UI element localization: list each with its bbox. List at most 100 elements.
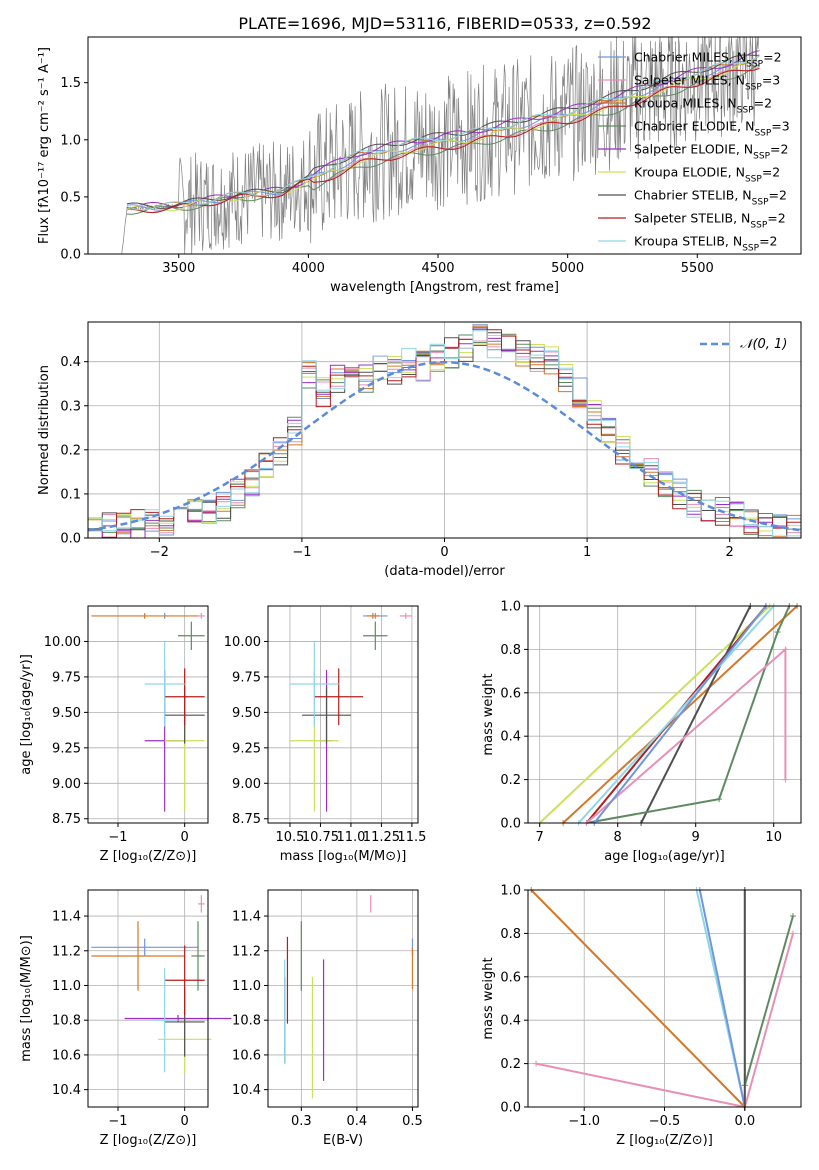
- y-tick-label: 8.75: [232, 812, 261, 827]
- y-tick-label: 11.2: [232, 944, 261, 959]
- x-tick-label: 0: [181, 830, 189, 845]
- figure-title: PLATE=1696, MJD=53116, FIBERID=0533, z=0…: [238, 14, 651, 33]
- legend-subscript: SSP: [746, 60, 763, 70]
- y-tick-label: 11.0: [232, 979, 261, 994]
- x-tick-label: −2: [150, 545, 169, 560]
- legend-suffix: =2: [762, 165, 780, 180]
- y-tick-label: 10.8: [52, 1014, 81, 1029]
- hist-kroupa_stelib: [88, 330, 801, 539]
- legend-subscript: SSP: [745, 175, 762, 185]
- y-tick-label: 0.2: [500, 773, 521, 788]
- legend-label-salpeter_stelib: Salpeter STELIB, NSSP=2: [634, 211, 786, 231]
- axes-frame: [87, 36, 802, 255]
- legend-subscript: SSP: [745, 83, 762, 93]
- x-axis-label: Z [log₁₀(Z/Z⊙)]: [100, 849, 197, 864]
- legend-suffix: =2: [754, 96, 772, 111]
- y-tick-label: 0.6: [500, 686, 521, 701]
- x-tick-label: 2: [726, 545, 734, 560]
- legend-suffix: =2: [759, 234, 777, 249]
- legend-subscript: SSP: [752, 198, 769, 208]
- y-tick-label: 10.00: [224, 635, 261, 650]
- x-tick-label: 0: [440, 545, 448, 560]
- x-tick-label: 0.4: [347, 1114, 368, 1129]
- x-tick-label: 1: [583, 545, 591, 560]
- legend-label-chabrier_elodie: Chabrier ELODIE, NSSP=3: [634, 119, 790, 139]
- legend-label-chabrier_stelib: Chabrier STELIB, NSSP=2: [634, 188, 787, 208]
- y-tick-label: 10.00: [44, 635, 81, 650]
- legend-subscript: SSP: [737, 106, 754, 116]
- axes-frame: [267, 889, 419, 1108]
- weight-line-kroupa_stelib: [577, 605, 775, 824]
- x-tick-label: 5000: [551, 261, 584, 276]
- gaussian-curve: [87, 360, 802, 532]
- weight-line-chabrier_miles: [593, 605, 767, 824]
- legend-subscript: SSP: [754, 129, 771, 139]
- x-tick-label: 4500: [421, 261, 454, 276]
- panel-mass_vs_Z: −1 0 10.4 10.6 10.8 11.0 11.2 11.4 Z [log₁₀(Z/Z⊙…: [19, 889, 232, 1148]
- y-tick-label: 9.75: [52, 670, 81, 685]
- y-tick-label: 0.8: [500, 927, 521, 942]
- legend-subscript: SSP: [753, 152, 770, 162]
- panel-weight_vs_Z: −1.0 −0.5 0.0 0.0 0.2 0.4 0.6 0.8 1.0 Z [log₁₀(Z/…: [481, 884, 802, 1148]
- panel-age_vs_Z: −1 0 8.75 9.00 9.25 9.50 9.75 10.00 Z [log₁₀(Z/Z…: [19, 605, 209, 864]
- weight-line-chabrier_stelib: [640, 605, 752, 824]
- y-tick-label: 0.3: [60, 399, 81, 414]
- legend-label-kroupa_stelib: Kroupa STELIB, NSSP=2: [634, 234, 778, 254]
- x-tick-label: −1.0: [568, 1114, 600, 1129]
- y-tick-label: 1.0: [60, 133, 81, 148]
- x-tick-label: 0.0: [734, 1114, 755, 1129]
- x-tick-label: −0.5: [649, 1114, 681, 1129]
- y-tick-label: 11.4: [52, 910, 81, 925]
- y-tick-label: 0.2: [60, 443, 81, 458]
- legend-subscript: SSP: [742, 244, 759, 254]
- legend-label-salpeter_elodie: Salpeter ELODIE, NSSP=2: [634, 142, 788, 162]
- legend-suffix: =3: [762, 73, 780, 88]
- y-tick-label: 9.00: [52, 777, 81, 792]
- x-tick-label: 7: [536, 830, 544, 845]
- y-tick-label: 9.50: [232, 706, 261, 721]
- y-tick-label: 10.6: [232, 1048, 261, 1063]
- x-axis-label: mass [log₁₀(M/M⊙)]: [280, 849, 407, 864]
- y-tick-label: 0.4: [500, 730, 521, 745]
- x-axis-label: age [log₁₀(age/yr)]: [604, 849, 725, 864]
- y-axis-label: Flux [fλ10⁻¹⁷ erg cm⁻² s⁻¹ A⁻¹]: [37, 47, 52, 244]
- y-tick-label: 0.0: [60, 248, 81, 263]
- x-tick-label: 0.5: [402, 1114, 423, 1129]
- y-tick-label: 0.2: [500, 1057, 521, 1072]
- y-tick-label: 0.4: [60, 355, 81, 370]
- panel-residuals: −2 −1 0 1 2 0.0 0.1 0.2 0.3 0.4 (data-model)/error…: [37, 321, 802, 579]
- plots: 3500 4000 4500 5000 5500 0.0 0.5 1.0 1.5 waveleng…: [19, 36, 802, 1148]
- model-line-salpeter_stelib: [126, 67, 760, 214]
- y-tick-label: 0.1: [60, 487, 81, 502]
- y-axis-label: age [log₁₀(age/yr)]: [19, 654, 34, 775]
- y-tick-label: 10.4: [52, 1083, 81, 1098]
- panel-weight_vs_age: 7 8 9 10 0.0 0.2 0.4 0.6 0.8 1.0 age [log₁₀(age/yr…: [481, 600, 802, 864]
- panel-spectrum: 3500 4000 4500 5000 5500 0.0 0.5 1.0 1.5 waveleng…: [37, 36, 802, 295]
- y-tick-label: 10.8: [232, 1014, 261, 1029]
- y-tick-label: 9.50: [52, 706, 81, 721]
- y-tick-label: 9.25: [52, 741, 81, 756]
- x-tick-label: 10: [765, 830, 782, 845]
- legend-suffix: =2: [770, 142, 788, 157]
- legend-label-kroupa_elodie: Kroupa ELODIE, NSSP=2: [634, 165, 780, 185]
- axes-frame: [87, 889, 209, 1108]
- weight-line-kroupa_miles: [530, 889, 746, 1108]
- y-tick-label: 9.25: [232, 741, 261, 756]
- y-tick-label: 9.00: [232, 777, 261, 792]
- model-line-chabrier_stelib: [126, 54, 760, 209]
- weight-line-chabrier_elodie: [586, 605, 791, 824]
- y-tick-label: 0.5: [60, 190, 81, 205]
- x-axis-label: E(B-V): [323, 1133, 363, 1148]
- panel-mass_vs_ebv: 0.3 0.4 0.5 10.4 10.6 10.8 11.0 11.2 11.4 E(B-V): [232, 889, 423, 1148]
- y-tick-label: 9.75: [232, 670, 261, 685]
- y-tick-label: 1.5: [60, 76, 81, 91]
- x-tick-label: −1: [292, 545, 311, 560]
- x-tick-label: 0: [181, 1114, 189, 1129]
- y-tick-label: 0.0: [500, 1101, 521, 1116]
- weight-line-kroupa_elodie: [539, 605, 771, 824]
- y-tick-label: 10.6: [52, 1048, 81, 1063]
- y-axis-label: Normed distribution: [37, 365, 52, 495]
- legend-suffix: =2: [763, 50, 781, 65]
